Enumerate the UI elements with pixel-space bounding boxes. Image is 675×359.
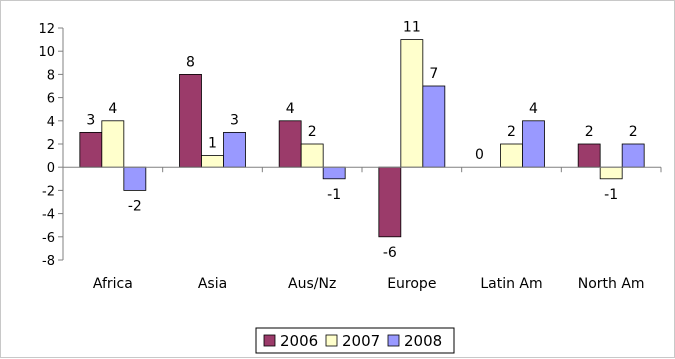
y-tick-label: 0: [47, 161, 55, 176]
data-label: 1: [208, 136, 217, 152]
data-label: 2: [507, 124, 516, 140]
data-label: 2: [308, 124, 317, 140]
bar-2006-asia: [179, 74, 202, 168]
bar-2007-north-am: [599, 166, 623, 180]
category-label: Europe: [387, 276, 436, 292]
data-label: 4: [529, 101, 538, 117]
category-label: Aus/Nz: [288, 276, 336, 292]
bar-2007-aus-nz: [300, 143, 324, 168]
legend-swatch-2006: [263, 334, 276, 347]
y-tick-label: 4: [47, 115, 55, 130]
data-label: 7: [429, 66, 438, 82]
y-tick-label: -4: [42, 208, 55, 223]
bar-2007-latin-am: [500, 143, 523, 168]
bar-2006-europe: [378, 166, 402, 238]
bar-2006-africa: [79, 131, 103, 168]
data-label: 0: [475, 147, 484, 163]
y-tick-label: -2: [42, 184, 55, 199]
bar-2008-africa: [123, 166, 147, 191]
bar-2008-europe: [422, 85, 446, 168]
bar-2008-asia: [223, 131, 246, 168]
bar-2006-aus-nz: [278, 120, 302, 168]
data-label: -6: [383, 245, 397, 261]
bar-2007-africa: [101, 120, 125, 168]
legend-label: 2007: [342, 332, 380, 350]
data-label: 3: [86, 112, 95, 128]
category-label: Latin Am: [480, 276, 542, 292]
legend-swatch-2007: [325, 334, 338, 347]
category-label: Asia: [198, 276, 227, 292]
data-label: 2: [585, 124, 594, 140]
y-tick-label: 2: [47, 138, 55, 153]
bar-2008-latin-am: [522, 120, 545, 168]
data-label: 2: [629, 124, 638, 140]
bar-2008-aus-nz: [322, 166, 346, 180]
data-label: 4: [108, 101, 117, 117]
data-label: 4: [286, 101, 295, 117]
category-label: North Am: [578, 276, 645, 292]
y-tick-label: 10: [38, 45, 55, 60]
y-tick-label: 12: [38, 22, 55, 37]
data-label: 11: [403, 20, 421, 36]
data-label: -1: [327, 187, 341, 203]
bar-2007-asia: [201, 155, 224, 168]
bars: [79, 39, 645, 238]
data-label: -1: [604, 187, 618, 203]
legend-label: 2006: [280, 332, 318, 350]
legend: 2006 2007 2008: [255, 327, 455, 354]
data-label: -2: [128, 198, 142, 214]
legend-swatch-2008: [387, 334, 400, 347]
bar-2008-north-am: [621, 143, 645, 168]
legend-box: [255, 327, 455, 354]
data-label: 8: [186, 54, 195, 70]
category-labels: Africa Asia Aus/Nz Europe Latin Am North Am: [93, 276, 645, 292]
y-tick-label: 6: [47, 92, 55, 107]
category-label: Africa: [93, 276, 133, 292]
data-label: 3: [230, 112, 239, 128]
bar-2007-europe: [400, 39, 424, 168]
x-axis: [62, 166, 662, 173]
y-tick-label: 8: [47, 68, 55, 83]
y-tick-label: -8: [42, 254, 55, 269]
legend-label: 2008: [404, 332, 442, 350]
bar-2006-north-am: [577, 143, 601, 168]
y-tick-label: -6: [42, 231, 55, 246]
y-axis: -8 -6 -4 -2 0 2 4 6 8 10 12: [38, 22, 64, 269]
